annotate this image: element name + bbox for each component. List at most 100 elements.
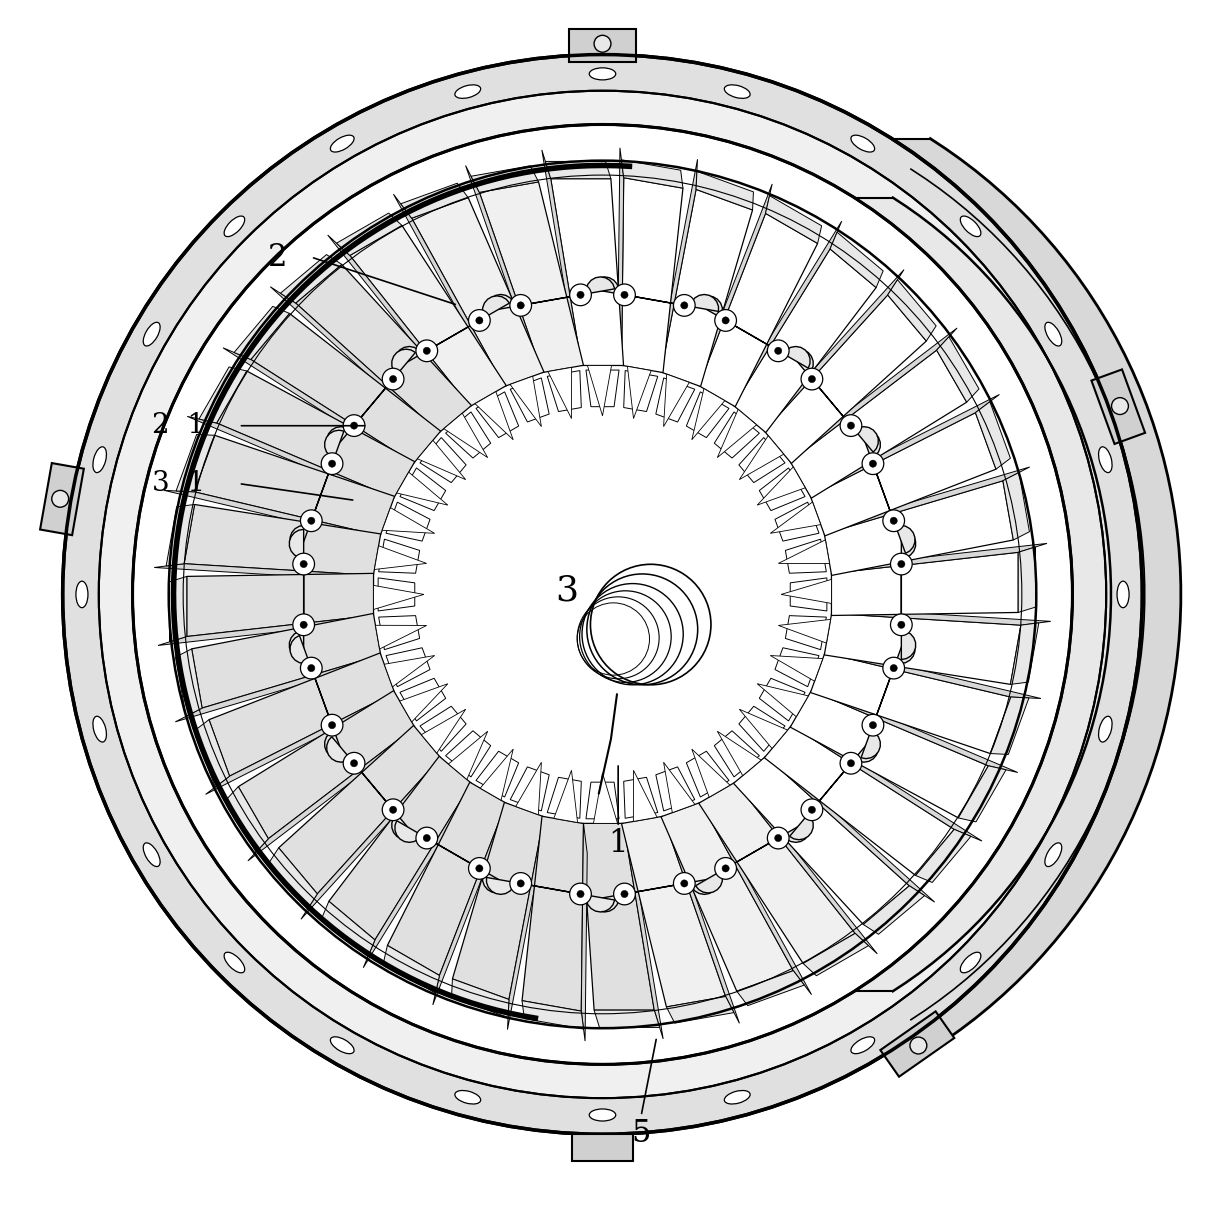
Polygon shape: [386, 502, 430, 541]
Polygon shape: [422, 709, 465, 753]
Polygon shape: [166, 505, 194, 566]
Polygon shape: [770, 655, 823, 681]
Polygon shape: [623, 823, 663, 1039]
Polygon shape: [770, 502, 821, 533]
Polygon shape: [164, 490, 380, 535]
Polygon shape: [662, 159, 698, 372]
Polygon shape: [790, 578, 827, 611]
Polygon shape: [958, 766, 1006, 822]
Polygon shape: [290, 430, 343, 554]
Polygon shape: [400, 684, 448, 722]
Circle shape: [722, 317, 729, 325]
Polygon shape: [622, 816, 725, 1007]
Polygon shape: [421, 437, 466, 483]
Polygon shape: [764, 725, 954, 876]
Polygon shape: [759, 679, 805, 722]
Polygon shape: [401, 184, 469, 218]
Polygon shape: [717, 731, 762, 775]
Polygon shape: [239, 691, 415, 839]
Polygon shape: [481, 748, 513, 800]
Polygon shape: [863, 886, 924, 935]
Circle shape: [570, 883, 592, 905]
Text: 1: 1: [609, 828, 628, 860]
Polygon shape: [522, 816, 583, 1011]
Polygon shape: [199, 368, 247, 423]
Polygon shape: [778, 540, 829, 564]
Circle shape: [351, 760, 358, 767]
Polygon shape: [663, 816, 740, 1023]
Ellipse shape: [93, 447, 106, 473]
Polygon shape: [328, 235, 470, 407]
Polygon shape: [739, 707, 784, 751]
Circle shape: [293, 554, 315, 575]
Polygon shape: [717, 409, 757, 458]
Ellipse shape: [960, 952, 981, 973]
Circle shape: [52, 490, 69, 507]
Polygon shape: [234, 306, 289, 359]
Polygon shape: [824, 480, 1013, 576]
Circle shape: [392, 383, 813, 805]
Polygon shape: [700, 802, 811, 995]
Polygon shape: [251, 314, 441, 463]
Circle shape: [883, 510, 905, 532]
Polygon shape: [699, 213, 818, 407]
Polygon shape: [507, 817, 543, 1029]
Polygon shape: [223, 348, 413, 463]
Polygon shape: [734, 249, 876, 432]
Circle shape: [768, 341, 789, 361]
Circle shape: [351, 421, 358, 429]
Polygon shape: [778, 620, 830, 643]
Circle shape: [840, 415, 862, 436]
Ellipse shape: [224, 216, 245, 236]
Circle shape: [898, 621, 905, 628]
Polygon shape: [158, 615, 374, 646]
Polygon shape: [572, 1134, 633, 1161]
Polygon shape: [510, 376, 541, 426]
Polygon shape: [789, 736, 878, 840]
Circle shape: [775, 347, 782, 354]
Polygon shape: [376, 625, 427, 649]
Ellipse shape: [1099, 447, 1112, 473]
Circle shape: [613, 284, 635, 306]
Polygon shape: [656, 767, 695, 811]
Ellipse shape: [330, 1036, 354, 1054]
Polygon shape: [735, 783, 877, 954]
Circle shape: [862, 714, 883, 736]
Ellipse shape: [589, 1109, 616, 1121]
Polygon shape: [395, 296, 510, 369]
Circle shape: [133, 125, 1072, 1065]
Polygon shape: [329, 756, 471, 940]
Polygon shape: [740, 709, 788, 748]
Polygon shape: [349, 225, 506, 407]
Circle shape: [594, 36, 611, 53]
Polygon shape: [696, 172, 753, 209]
Polygon shape: [327, 736, 416, 840]
Circle shape: [674, 872, 695, 894]
Polygon shape: [739, 437, 784, 483]
Ellipse shape: [1117, 581, 1129, 608]
Polygon shape: [916, 829, 971, 882]
Polygon shape: [622, 159, 683, 189]
Polygon shape: [666, 996, 734, 1023]
Polygon shape: [759, 468, 805, 511]
Polygon shape: [764, 270, 904, 431]
Polygon shape: [624, 778, 658, 818]
Ellipse shape: [724, 85, 751, 98]
Circle shape: [329, 461, 336, 467]
Circle shape: [416, 341, 437, 361]
Circle shape: [476, 317, 483, 325]
Polygon shape: [400, 679, 446, 722]
Circle shape: [801, 799, 823, 821]
Polygon shape: [695, 296, 810, 369]
Polygon shape: [363, 783, 471, 968]
Circle shape: [801, 369, 823, 390]
Polygon shape: [692, 748, 730, 797]
Polygon shape: [548, 368, 571, 419]
Polygon shape: [192, 614, 381, 708]
Polygon shape: [789, 349, 878, 452]
Polygon shape: [206, 692, 394, 794]
Polygon shape: [217, 371, 415, 499]
Polygon shape: [699, 184, 772, 386]
Circle shape: [590, 565, 711, 685]
Polygon shape: [176, 435, 214, 491]
